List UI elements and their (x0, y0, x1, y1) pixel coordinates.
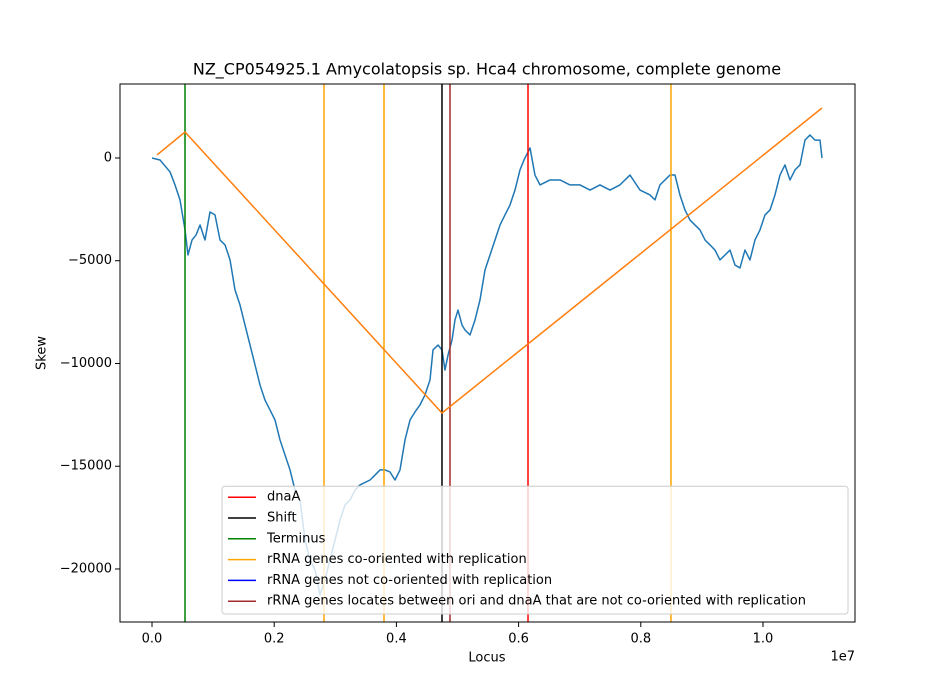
legend-label: rRNA genes locates between ori and dnaA … (267, 594, 806, 609)
legend-label: Shift (267, 511, 297, 526)
y-tick-label: −20000 (60, 561, 112, 576)
axes-frame (119, 83, 856, 623)
legend-box (221, 485, 849, 615)
y-tick-label: −5000 (68, 253, 112, 268)
y-axis-label: Skew (35, 336, 50, 370)
x-tick-label: 0.6 (508, 632, 529, 647)
legend-label: rRNA genes not co-oriented with replicat… (267, 573, 552, 588)
chart-title: NZ_CP054925.1 Amycolatopsis sp. Hca4 chr… (193, 60, 781, 80)
y-tick-label: −15000 (60, 459, 112, 474)
x-tick-label: 0.2 (264, 632, 285, 647)
y-tick-label: −10000 (60, 356, 112, 371)
x-tick-label: 1.0 (753, 632, 774, 647)
x-offset-label: 1e7 (830, 650, 855, 665)
legend-label: Terminus (266, 531, 326, 546)
line-series (151, 134, 823, 596)
x-tick-label: 0.0 (142, 632, 163, 647)
x-axis-label: Locus (468, 651, 505, 666)
x-tick-label: 0.4 (386, 632, 407, 647)
legend-label: dnaA (267, 490, 300, 505)
y-tick-label: 0 (104, 150, 112, 165)
x-tick-label: 0.8 (630, 632, 651, 647)
legend-label: rRNA genes co-oriented with replication (267, 552, 527, 567)
line-series (156, 107, 823, 414)
